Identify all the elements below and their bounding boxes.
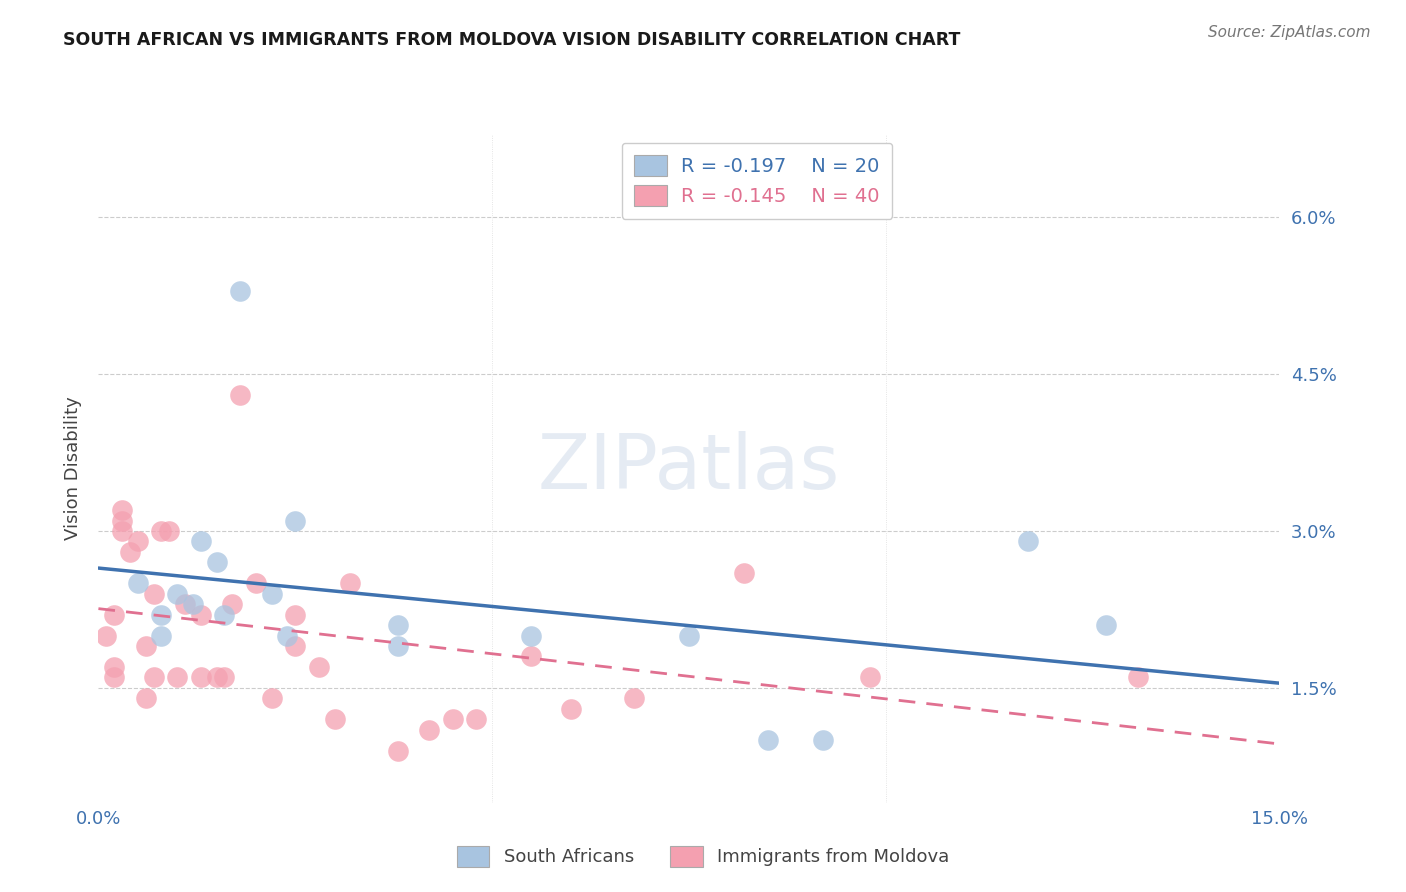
- Point: [859, 670, 882, 684]
- Point: [150, 524, 173, 538]
- Point: [623, 691, 645, 706]
- Point: [520, 649, 543, 664]
- Point: [214, 607, 236, 622]
- Text: SOUTH AFRICAN VS IMMIGRANTS FROM MOLDOVA VISION DISABILITY CORRELATION CHART: SOUTH AFRICAN VS IMMIGRANTS FROM MOLDOVA…: [63, 31, 960, 49]
- Point: [166, 587, 188, 601]
- Point: [284, 607, 307, 622]
- Point: [308, 660, 330, 674]
- Text: Source: ZipAtlas.com: Source: ZipAtlas.com: [1208, 25, 1371, 40]
- Legend: South Africans, Immigrants from Moldova: South Africans, Immigrants from Moldova: [450, 838, 956, 874]
- Point: [560, 702, 582, 716]
- Point: [127, 534, 149, 549]
- Text: ZIPatlas: ZIPatlas: [537, 432, 841, 505]
- Point: [339, 576, 361, 591]
- Point: [1095, 618, 1118, 632]
- Point: [181, 597, 204, 611]
- Legend: R = -0.197    N = 20, R = -0.145    N = 40: R = -0.197 N = 20, R = -0.145 N = 40: [621, 143, 893, 219]
- Point: [1126, 670, 1149, 684]
- Point: [118, 545, 141, 559]
- Point: [190, 670, 212, 684]
- Point: [229, 284, 252, 298]
- Point: [103, 607, 125, 622]
- Point: [150, 628, 173, 642]
- Point: [205, 670, 228, 684]
- Point: [387, 639, 409, 653]
- Point: [418, 723, 440, 737]
- Point: [103, 670, 125, 684]
- Point: [214, 670, 236, 684]
- Point: [111, 503, 134, 517]
- Point: [103, 660, 125, 674]
- Point: [276, 628, 298, 642]
- Point: [284, 639, 307, 653]
- Point: [245, 576, 267, 591]
- Point: [229, 388, 252, 402]
- Point: [387, 743, 409, 757]
- Point: [678, 628, 700, 642]
- Y-axis label: Vision Disability: Vision Disability: [63, 396, 82, 541]
- Point: [260, 587, 283, 601]
- Point: [127, 576, 149, 591]
- Point: [205, 555, 228, 569]
- Point: [190, 607, 212, 622]
- Point: [135, 691, 157, 706]
- Point: [1017, 534, 1039, 549]
- Point: [174, 597, 197, 611]
- Point: [157, 524, 180, 538]
- Point: [387, 618, 409, 632]
- Point: [142, 587, 165, 601]
- Point: [142, 670, 165, 684]
- Point: [733, 566, 755, 580]
- Point: [150, 607, 173, 622]
- Point: [190, 534, 212, 549]
- Point: [756, 733, 779, 747]
- Point: [111, 514, 134, 528]
- Point: [441, 712, 464, 726]
- Point: [520, 628, 543, 642]
- Point: [323, 712, 346, 726]
- Point: [811, 733, 834, 747]
- Point: [135, 639, 157, 653]
- Point: [166, 670, 188, 684]
- Point: [260, 691, 283, 706]
- Point: [111, 524, 134, 538]
- Point: [284, 514, 307, 528]
- Point: [96, 628, 118, 642]
- Point: [221, 597, 243, 611]
- Point: [465, 712, 488, 726]
